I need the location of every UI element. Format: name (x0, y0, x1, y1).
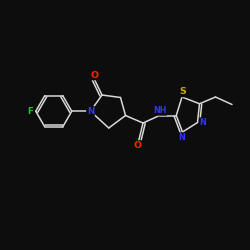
Text: N: N (178, 133, 184, 142)
Text: F: F (27, 107, 33, 116)
Text: N: N (200, 118, 206, 127)
Text: N: N (87, 107, 94, 116)
Text: NH: NH (153, 106, 166, 115)
Text: S: S (180, 88, 186, 96)
Text: O: O (90, 70, 98, 80)
Text: O: O (134, 141, 141, 150)
